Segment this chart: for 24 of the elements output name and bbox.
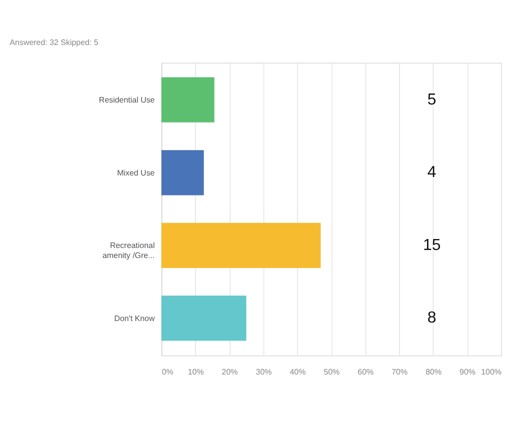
x-tick-label: 0% [162, 367, 174, 376]
x-tick-label: 80% [426, 367, 442, 376]
x-tick-label: 60% [358, 367, 374, 376]
annotation: 15 [422, 236, 441, 254]
bar [161, 296, 246, 341]
annotation: 4 [427, 164, 436, 182]
annotation: 8 [427, 310, 436, 327]
x-tick-label: 70% [392, 367, 408, 376]
x-tick-label: 20% [222, 367, 238, 376]
bar [161, 77, 214, 122]
x-tick-label: 10% [188, 367, 204, 376]
bar [161, 150, 204, 196]
x-tick-label: 100% [481, 367, 502, 376]
y-tick-label: Mixed Use [117, 168, 156, 178]
x-tick-label: 50% [324, 367, 340, 376]
bar [161, 222, 321, 268]
x-tick-label: 30% [256, 367, 272, 376]
y-tick-label: Don't Know [114, 314, 155, 323]
text: Answered: 32 Skipped: 5 [10, 38, 99, 47]
x-tick-label: 90% [460, 367, 476, 376]
annotation: 5 [427, 91, 436, 108]
y-tick-label: Residential Use [98, 96, 156, 105]
y-tick-label: Recreational amenity /Gre... [102, 241, 155, 260]
x-tick-label: 40% [290, 367, 306, 376]
